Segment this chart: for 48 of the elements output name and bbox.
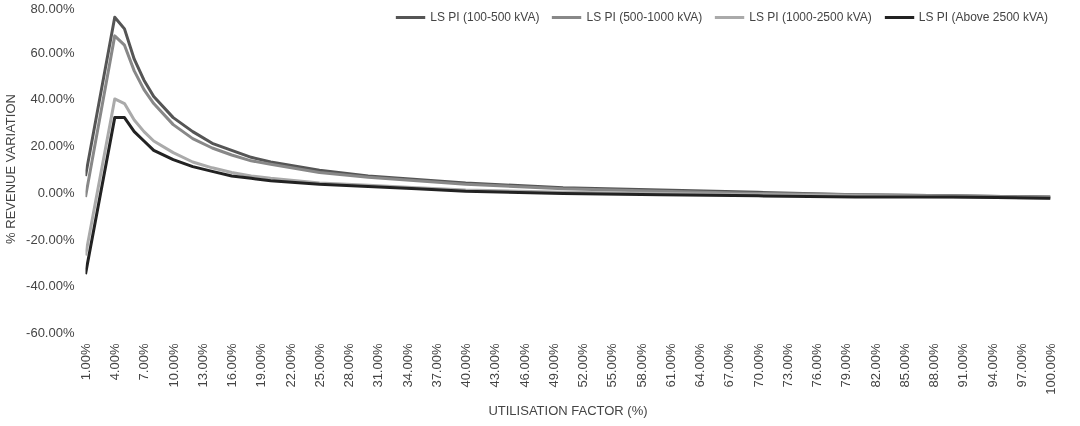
y-tick-label: -60.00%: [26, 325, 75, 340]
y-tick-label: -40.00%: [26, 278, 75, 294]
x-axis-title: UTILISATION FACTOR (%): [488, 402, 648, 418]
x-tick-label: 1.00%: [78, 343, 93, 381]
x-tick-label: 4.00%: [107, 343, 123, 381]
x-tick-label: 79.00%: [838, 343, 854, 388]
x-tick-label: 70.00%: [750, 343, 766, 388]
x-tick-label: 43.00%: [487, 343, 503, 388]
x-tick-label: 58.00%: [633, 343, 649, 388]
x-tick-label: 22.00%: [282, 343, 298, 388]
x-tick-label: 88.00%: [926, 343, 942, 388]
y-tick-label: -20.00%: [26, 231, 75, 247]
x-tick-label: 61.00%: [662, 343, 678, 388]
x-tick-label: 55.00%: [604, 343, 620, 388]
x-tick-label: 13.00%: [194, 343, 210, 388]
x-tick-label: 10.00%: [165, 343, 181, 388]
x-tick-label: 34.00%: [399, 343, 415, 388]
x-tick-label: 31.00%: [370, 343, 386, 388]
x-tick-label: 28.00%: [341, 343, 357, 388]
x-tick-label: 97.00%: [1013, 343, 1029, 388]
x-tick-label: 100.00%: [1043, 343, 1058, 395]
x-tick-label: 82.00%: [867, 343, 883, 388]
y-axis-title: % REVENUE VARIATION: [3, 94, 19, 244]
y-tick-label: 60.00%: [30, 44, 75, 60]
x-tick-label: 73.00%: [779, 343, 795, 388]
legend-label: LS PI (1000-2500 kVA): [749, 10, 872, 24]
x-tick-label: 94.00%: [984, 343, 1000, 388]
x-tick-label: 67.00%: [721, 343, 737, 388]
x-tick-label: 25.00%: [311, 343, 327, 388]
x-tick-label: 7.00%: [136, 343, 152, 381]
x-tick-label: 49.00%: [545, 343, 561, 388]
legend-label: LS PI (500-1000 kVA): [586, 10, 703, 24]
x-tick-label: 76.00%: [809, 343, 825, 388]
x-tick-label: 16.00%: [224, 343, 240, 388]
y-tick-label: 40.00%: [30, 91, 75, 107]
x-tick-label: 19.00%: [253, 343, 269, 388]
x-tick-label: 64.00%: [692, 343, 708, 388]
x-tick-label: 37.00%: [428, 343, 444, 388]
x-tick-label: 40.00%: [458, 343, 474, 388]
legend-label: LS PI (100-500 kVA): [430, 10, 540, 24]
y-tick-label: 0.00%: [37, 184, 75, 200]
x-tick-label: 91.00%: [955, 343, 971, 388]
x-tick-label: 85.00%: [896, 343, 912, 388]
y-tick-label: 80.00%: [30, 0, 75, 16]
legend-label: LS PI (Above 2500 kVA): [918, 10, 1048, 24]
x-tick-label: 46.00%: [516, 343, 532, 388]
y-tick-label: 20.00%: [30, 138, 75, 154]
x-tick-label: 52.00%: [575, 343, 591, 388]
